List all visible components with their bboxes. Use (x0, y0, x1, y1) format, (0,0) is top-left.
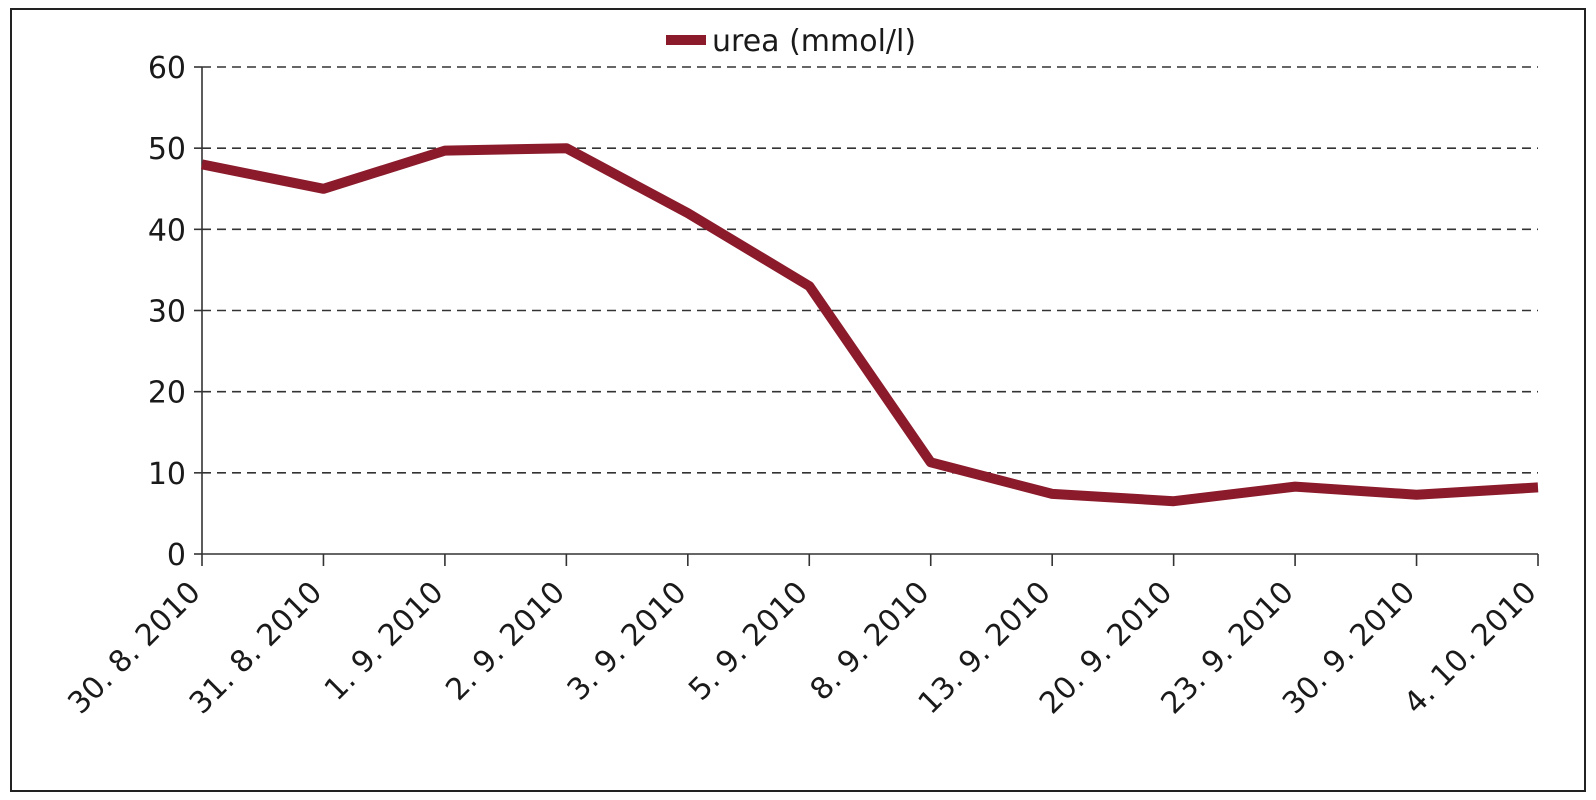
series-line-urea (201, 143, 1539, 507)
series-layer (197, 143, 1543, 507)
data-point (1290, 482, 1300, 492)
y-tick-label: 20 (148, 376, 186, 411)
y-tick-label: 60 (148, 51, 186, 86)
data-point (804, 281, 814, 291)
x-tick-label: 8. 9. 2010 (804, 575, 937, 708)
data-point (440, 146, 450, 156)
legend-label: urea (mmol/l) (712, 24, 916, 59)
legend: urea (mmol/l) (666, 24, 916, 59)
data-point (1533, 482, 1543, 492)
y-tick-label: 10 (148, 457, 186, 492)
y-tick-label: 50 (148, 132, 186, 167)
chart-frame: urea (mmol/l) 0 10 20 30 40 50 60 30. 8. 2010 3… (10, 8, 1586, 792)
data-point (926, 457, 936, 467)
y-tick-labels: 0 10 20 30 40 50 60 (148, 51, 186, 573)
data-point (1412, 490, 1422, 500)
axes (194, 66, 1539, 566)
data-point (561, 143, 571, 153)
line-chart: urea (mmol/l) 0 10 20 30 40 50 60 30. 8. 20103… (61, 24, 1543, 721)
y-tick-label: 40 (148, 213, 186, 248)
x-tick-label: 1. 9. 2010 (318, 575, 451, 708)
data-point (197, 159, 207, 169)
grid-lines (202, 66, 1538, 474)
y-tick-label: 30 (148, 295, 186, 330)
y-tick-label: 0 (167, 538, 186, 573)
data-point (318, 184, 328, 194)
x-tick-label: 5. 9. 2010 (682, 575, 815, 708)
data-point (1047, 489, 1057, 499)
x-tick-label: 3. 9. 2010 (561, 575, 694, 708)
data-point (1169, 496, 1179, 506)
x-tick-label: 2. 9. 2010 (439, 575, 572, 708)
data-point (683, 208, 693, 218)
